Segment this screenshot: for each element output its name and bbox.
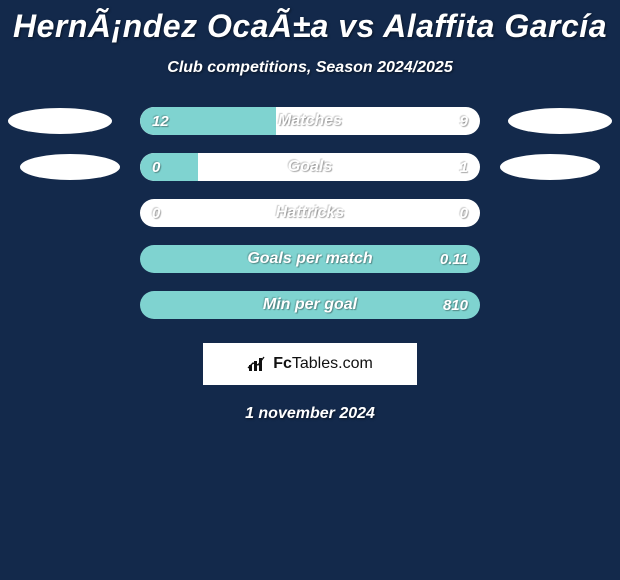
stat-value-left: 0 (152, 159, 160, 176)
player-oval-left (20, 154, 120, 180)
stat-row: 0 Goals 1 (0, 153, 620, 181)
stat-row: Min per goal 810 (0, 291, 620, 319)
stat-label: Min per goal (263, 296, 357, 314)
logo-text-tables: Tables (292, 355, 338, 372)
logo-box: FcTables.com (203, 343, 417, 385)
stat-row: 12 Matches 9 (0, 107, 620, 135)
logo-text-fc: Fc (273, 355, 292, 372)
stat-value-right: 0.11 (440, 251, 468, 268)
stat-rows-container: 12 Matches 9 0 Goals 1 0 Hattricks 0 Goals per ma… (0, 107, 620, 319)
stat-bar: Min per goal 810 (140, 291, 480, 319)
stat-value-right: 0 (460, 205, 468, 222)
stat-value-right: 1 (460, 159, 468, 176)
page-title: HernÃ¡ndez OcaÃ±a vs Alaffita García (0, 8, 620, 45)
logo-text: FcTables.com (273, 355, 373, 373)
date-text: 1 november 2024 (0, 405, 620, 423)
stat-value-right: 9 (460, 113, 468, 130)
logo-text-suffix: .com (338, 355, 373, 372)
stat-value-left: 12 (152, 113, 169, 130)
stat-label: Matches (278, 112, 342, 130)
stat-bar: 0 Hattricks 0 (140, 199, 480, 227)
player-oval-left (8, 108, 112, 134)
player-oval-right (508, 108, 612, 134)
subtitle: Club competitions, Season 2024/2025 (0, 59, 620, 77)
stat-label: Goals (288, 158, 332, 176)
stat-row: Goals per match 0.11 (0, 245, 620, 273)
stat-label: Goals per match (247, 250, 372, 268)
stat-bar: Goals per match 0.11 (140, 245, 480, 273)
stat-value-right: 810 (443, 297, 468, 314)
bar-chart-icon (247, 355, 269, 373)
stat-bar: 12 Matches 9 (140, 107, 480, 135)
stat-bar-fill-left (140, 153, 198, 181)
stat-value-left: 0 (152, 205, 160, 222)
stat-label: Hattricks (276, 204, 344, 222)
stat-row: 0 Hattricks 0 (0, 199, 620, 227)
stat-bar: 0 Goals 1 (140, 153, 480, 181)
player-oval-right (500, 154, 600, 180)
